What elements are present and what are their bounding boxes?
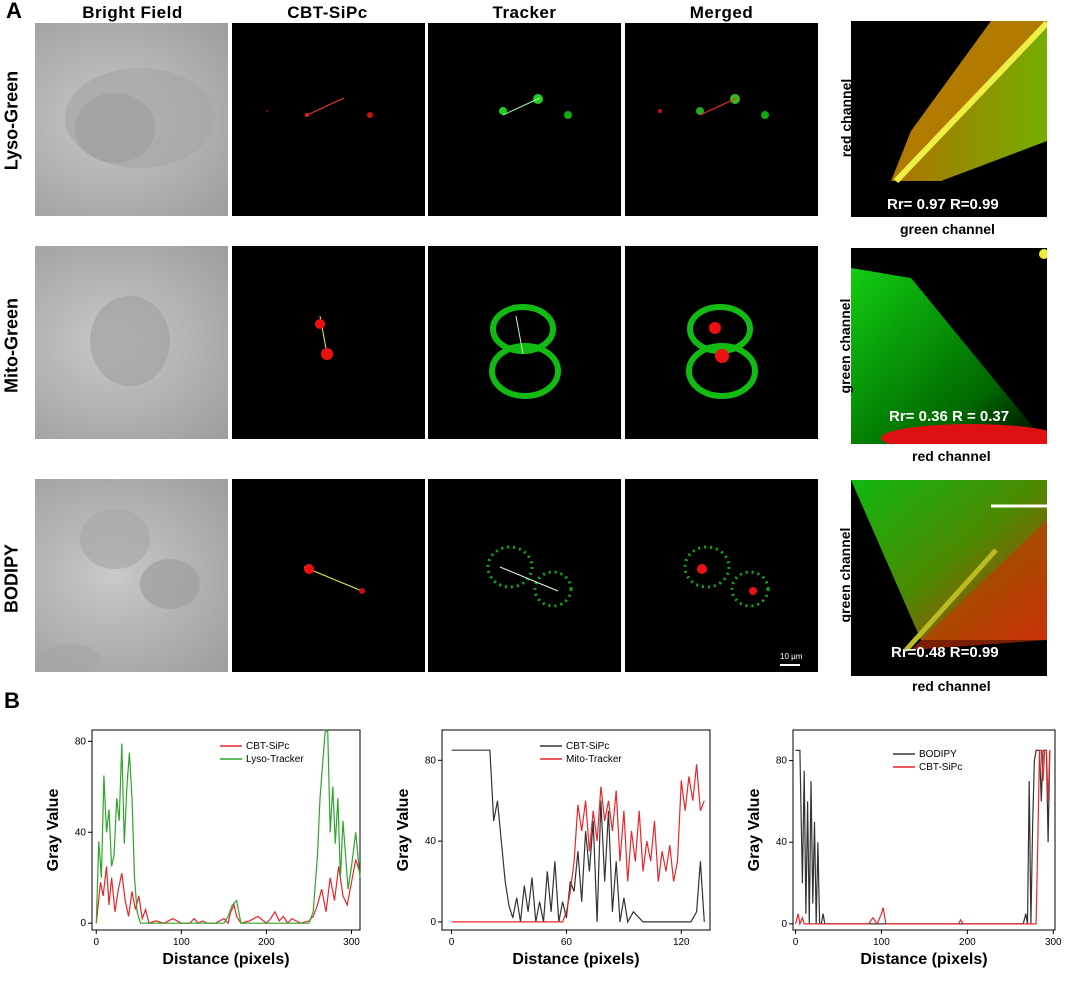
y-tick-label: 40 <box>776 837 788 848</box>
merged-image-lyso <box>625 23 818 216</box>
x-tick-label: 60 <box>561 937 573 948</box>
legend-label: CBT-SiPc <box>246 741 289 752</box>
y-tick-label: 0 <box>80 918 86 929</box>
x-tick-label: 200 <box>258 937 275 948</box>
y-tick-label: 80 <box>776 756 788 767</box>
line-profile-chart-bodipy: 0 100 200 300 0 40 80 BODIPY CBT-SiPc Distance (p… <box>743 718 1068 988</box>
plot-frame <box>441 729 711 931</box>
series-line-cbt-sipc <box>451 749 705 924</box>
scatter-y-label: red channel <box>838 78 854 158</box>
panel-a-label: A <box>6 0 22 23</box>
legend-label: Lyso-Tracker <box>246 754 304 765</box>
y-axis-label: Gray Value <box>395 789 412 872</box>
x-tick-label: 0 <box>93 937 99 948</box>
column-header-tracker: Tracker <box>492 3 557 22</box>
x-tick-label: 200 <box>959 937 976 948</box>
scatter-coefficient: Rr= 0.36 R = 0.37 <box>889 408 1010 425</box>
colocalization-scatter-lyso: Rr= 0.97 R=0.99 <box>851 21 1047 217</box>
cbt-sipc-image-bodipy <box>232 479 425 672</box>
colocalization-scatter-mito: Rr= 0.36 R = 0.37 <box>851 248 1047 444</box>
cbt-sipc-image-lyso <box>232 23 425 216</box>
legend-label: Mito-Tracker <box>566 754 622 765</box>
x-tick-label: 300 <box>1045 937 1062 948</box>
tracker-image-bodipy <box>428 479 621 672</box>
x-axis-label: Distance (pixels) <box>860 951 987 968</box>
plot-frame <box>91 729 361 931</box>
scale-bar-label: 10 μm <box>780 652 803 661</box>
line-profile-chart-lyso: 0 100 200 300 0 40 80 CBT-SiPc Lyso-Tracker Dista… <box>30 718 370 988</box>
scatter-coefficient: Rr=0.48 R=0.99 <box>891 644 999 661</box>
tracker-image-lyso <box>428 23 621 216</box>
merged-image-mito <box>625 246 818 439</box>
series-line-cbt-sipc <box>795 749 1051 927</box>
scatter-x-label: red channel <box>912 678 991 694</box>
y-tick-label: 80 <box>75 736 87 747</box>
series-line-mito-tracker <box>451 764 705 923</box>
cbt-sipc-image-mito <box>232 246 425 439</box>
y-tick-label: 0 <box>430 917 436 928</box>
scatter-y-label: green channel <box>837 298 853 394</box>
x-tick-label: 0 <box>793 937 799 948</box>
brightfield-image-lyso <box>35 23 228 216</box>
y-axis-label: Gray Value <box>746 789 763 872</box>
x-tick-label: 100 <box>873 937 890 948</box>
row-label-mito-green: Mito-Green <box>1 298 22 394</box>
series-line-bodipy <box>795 749 1051 925</box>
row-label-lyso-green: Lyso-Green <box>1 70 22 171</box>
y-tick-label: 80 <box>425 755 437 766</box>
x-tick-label: 300 <box>343 937 360 948</box>
line-profile-chart-mito: 0 60 120 0 40 80 CBT-SiPc Mito-Tracker Distance … <box>390 718 720 988</box>
scatter-x-label: red channel <box>912 448 991 464</box>
scatter-coefficient: Rr= 0.97 R=0.99 <box>887 196 999 213</box>
column-header-cbt-sipc: CBT-SiPc <box>287 3 368 22</box>
plot-frame <box>792 729 1056 931</box>
tracker-image-mito <box>428 246 621 439</box>
y-tick-label: 0 <box>781 919 787 930</box>
brightfield-image-bodipy <box>35 479 228 672</box>
row-label-bodipy: BODIPY <box>1 544 22 614</box>
column-header-bright-field: Bright Field <box>82 3 183 22</box>
x-tick-label: 120 <box>673 937 690 948</box>
x-tick-label: 0 <box>449 937 455 948</box>
legend-label: CBT-SiPc <box>919 762 962 773</box>
legend-label: BODIPY <box>919 749 957 760</box>
x-axis-label: Distance (pixels) <box>162 951 289 968</box>
panel-b-label: B <box>4 688 20 713</box>
y-tick-label: 40 <box>425 836 437 847</box>
brightfield-image-mito <box>35 246 228 439</box>
scatter-x-label: green channel <box>900 221 995 237</box>
series-line-lyso-tracker <box>95 728 361 924</box>
x-axis-label: Distance (pixels) <box>512 951 639 968</box>
colocalization-scatter-bodipy: Rr=0.48 R=0.99 <box>851 480 1047 676</box>
column-header-merged: Merged <box>689 3 754 22</box>
merged-image-bodipy: 10 μm <box>625 479 818 672</box>
scatter-y-label: green channel <box>837 527 853 623</box>
y-tick-label: 40 <box>75 827 87 838</box>
legend-label: CBT-SiPc <box>566 741 609 752</box>
x-tick-label: 100 <box>173 937 190 948</box>
y-axis-label: Gray Value <box>45 789 62 872</box>
